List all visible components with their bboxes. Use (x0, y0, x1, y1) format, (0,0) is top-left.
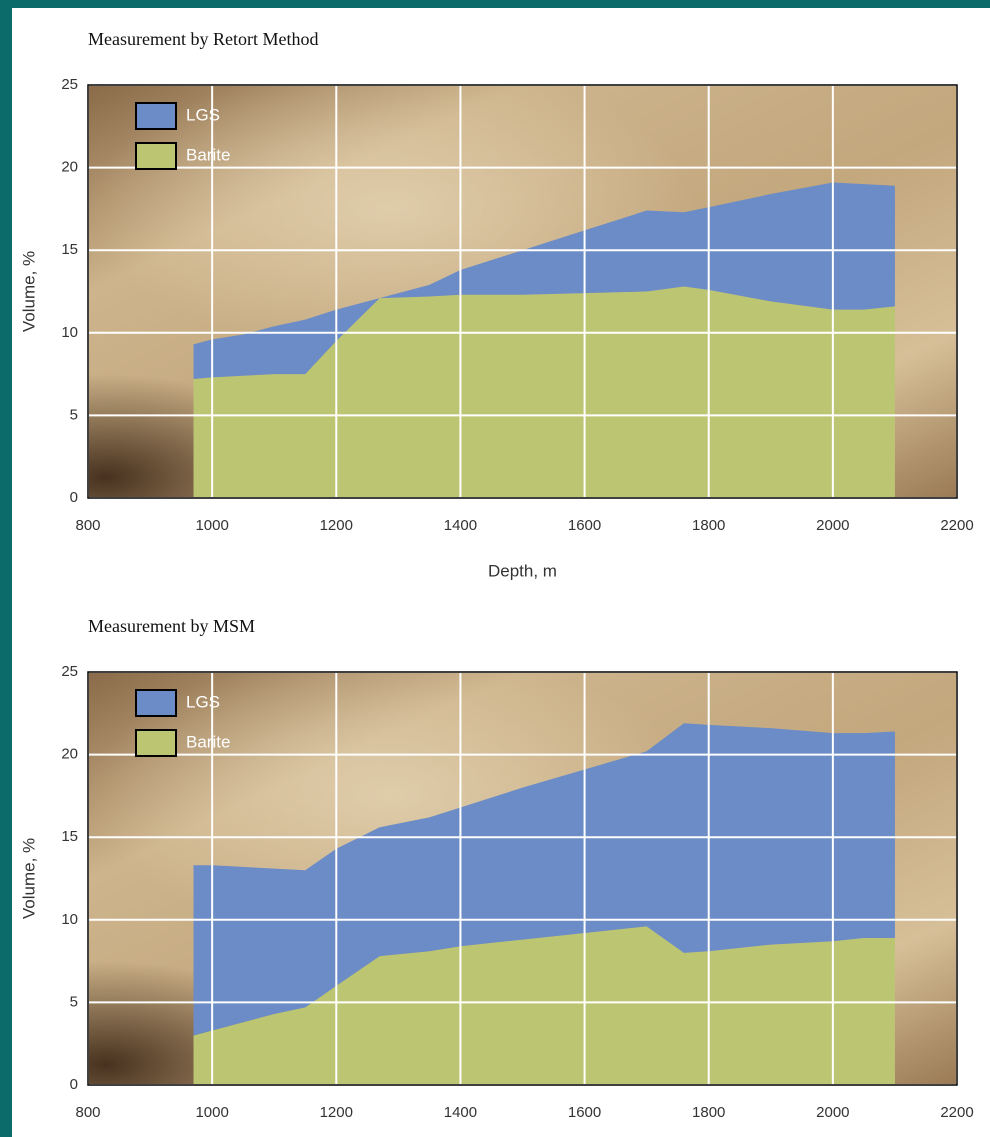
legend-swatch (136, 690, 176, 716)
x-tick-label: 1000 (195, 517, 228, 534)
x-tick-label: 1400 (444, 1104, 477, 1121)
x-tick-label: 2200 (940, 1104, 973, 1121)
legend-swatch (136, 730, 176, 756)
legend-label: LGS (186, 105, 220, 124)
y-tick-label: 25 (61, 76, 78, 93)
x-tick-label: 1600 (568, 517, 601, 534)
x-tick-label: 1200 (320, 517, 353, 534)
x-tick-label: 1400 (444, 517, 477, 534)
y-tick-label: 5 (70, 406, 78, 423)
x-tick-label: 1600 (568, 1104, 601, 1121)
x-tick-label: 1000 (195, 1104, 228, 1121)
x-tick-label: 1200 (320, 1104, 353, 1121)
x-tick-label: 800 (75, 517, 100, 534)
x-tick-label: 2000 (816, 517, 849, 534)
y-axis-label: Volume, % (19, 838, 38, 919)
chart-title: Measurement by Retort Method (88, 29, 318, 49)
y-tick-label: 25 (61, 663, 78, 680)
legend-label: Barite (186, 145, 230, 164)
legend-label: LGS (186, 692, 220, 711)
legend-swatch (136, 143, 176, 169)
y-tick-label: 10 (61, 911, 78, 928)
y-tick-label: 0 (70, 1076, 78, 1093)
page: Measurement by Retort Method800100012001… (0, 0, 990, 1137)
y-tick-label: 0 (70, 489, 78, 506)
y-tick-label: 15 (61, 241, 78, 258)
x-tick-label: 2200 (940, 517, 973, 534)
y-tick-label: 20 (61, 746, 78, 763)
legend-swatch (136, 103, 176, 129)
y-tick-label: 10 (61, 324, 78, 341)
legend-label: Barite (186, 732, 230, 751)
y-axis-label: Volume, % (19, 251, 38, 332)
x-tick-label: 2000 (816, 1104, 849, 1121)
y-tick-label: 20 (61, 159, 78, 176)
x-axis-label: Depth, m (488, 561, 557, 580)
x-tick-label: 1800 (692, 517, 725, 534)
chart: Measurement by Retort Method800100012001… (0, 0, 990, 1137)
chart-title: Measurement by MSM (88, 616, 255, 636)
x-tick-label: 1800 (692, 1104, 725, 1121)
y-tick-label: 15 (61, 828, 78, 845)
x-tick-label: 800 (75, 1104, 100, 1121)
y-tick-label: 5 (70, 993, 78, 1010)
